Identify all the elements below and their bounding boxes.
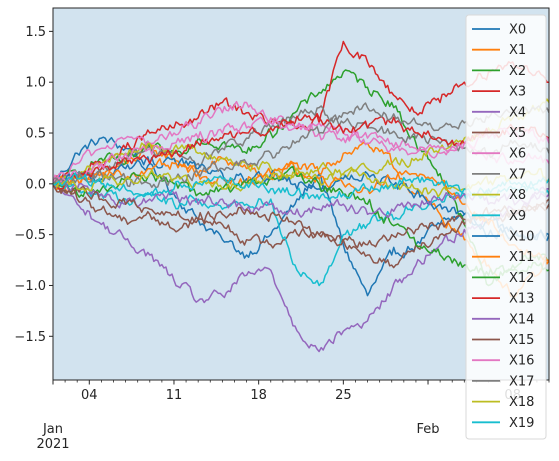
y-tick-label: 0.0 (25, 177, 46, 192)
legend-label: X3 (509, 85, 526, 100)
y-tick-label: 1.0 (25, 76, 46, 91)
y-tick-label: −0.5 (14, 228, 46, 243)
x-year-label: 2021 (36, 437, 69, 452)
legend-label: X10 (509, 230, 534, 245)
y-tick-label: 0.5 (25, 127, 46, 142)
legend-box (465, 14, 547, 440)
legend-label: X15 (509, 333, 534, 348)
legend-label: X7 (509, 167, 526, 182)
legend-label: X0 (509, 23, 526, 38)
plot-frame (52, 7, 550, 381)
legend-label: X6 (509, 147, 526, 162)
legend-label: X8 (509, 188, 526, 203)
legend-label: X4 (509, 105, 526, 120)
x-month-label: Feb (417, 422, 440, 437)
legend-label: X5 (509, 126, 526, 141)
legend-label: X19 (509, 416, 534, 431)
y-tick-label: −1.5 (14, 330, 46, 345)
y-tick-label: 1.5 (25, 25, 46, 40)
legend-label: X12 (509, 271, 534, 286)
y-tick-label: −1.0 (14, 279, 46, 294)
x-tick-label: 18 (250, 388, 267, 403)
legend-label: X13 (509, 292, 534, 307)
x-tick-label: 04 (81, 388, 98, 403)
legend-label: X11 (509, 250, 534, 265)
legend: X0 X1 X2 X3 X4 X5 X6 X7 X8 X9 X10 X11 X12 X13 X14 X15 X1… (465, 14, 547, 440)
x-month-label: Jan (42, 422, 63, 437)
legend-label: X2 (509, 64, 526, 79)
legend-label: X17 (509, 374, 534, 389)
legend-label: X1 (509, 43, 526, 58)
y-axis: −1.5 −1.0 −0.5 0.0 0.5 1.0 1.5 (14, 25, 53, 345)
legend-label: X18 (509, 395, 534, 410)
legend-label: X9 (509, 209, 526, 224)
legend-label: X16 (509, 354, 534, 369)
x-tick-label: 25 (335, 388, 352, 403)
x-tick-label: 11 (166, 388, 183, 403)
legend-label: X14 (509, 312, 534, 327)
